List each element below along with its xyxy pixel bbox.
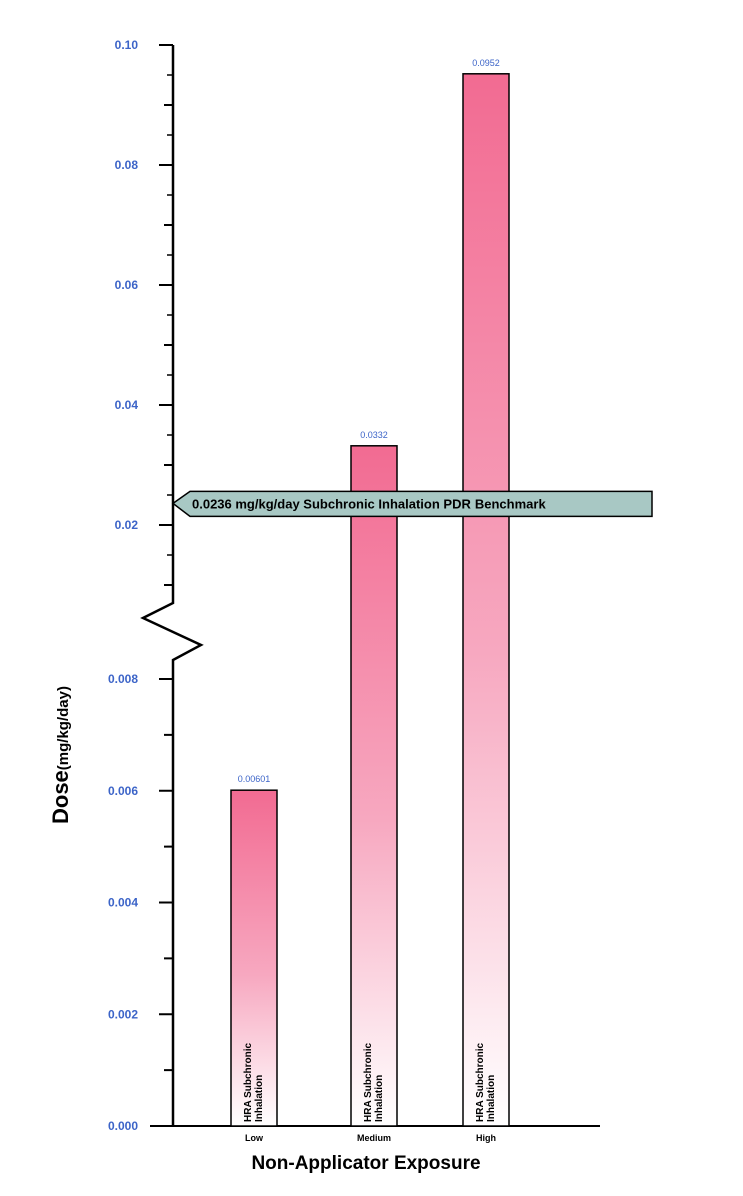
y-tick-label: 0.10 — [115, 38, 139, 52]
y-axis-title-main: Dose — [48, 770, 73, 824]
y-tick-label: 0.02 — [115, 518, 139, 532]
category-label: Medium — [357, 1133, 391, 1143]
bar-group: 0.0952 HRA SubchronicInhalation — [462, 58, 510, 1127]
category-label: High — [476, 1133, 496, 1143]
bar-group: 0.00601 HRA SubchronicInhalation — [230, 774, 278, 1127]
bar-value-label: 0.0332 — [360, 430, 388, 440]
y-tick-label: 0.08 — [115, 158, 139, 172]
category-labels: Low Medium High — [245, 1133, 496, 1143]
benchmark-label-main: 0.0236 mg/kg/day Subchronic Inhalation P… — [192, 496, 471, 511]
y-tick-label: 0.002 — [108, 1007, 138, 1021]
x-axis-title: Non-Applicator Exposure — [251, 1153, 480, 1174]
y-axis-title: Dose(mg/kg/day) — [48, 686, 73, 824]
bar-value-label: 0.00601 — [238, 774, 271, 784]
y-axis-title-unit: (mg/kg/day) — [55, 686, 72, 770]
benchmark-label-tail: Benchmark — [475, 496, 547, 511]
category-label: Low — [245, 1133, 264, 1143]
y-tick-label: 0.04 — [115, 398, 139, 412]
y-tick-label: 0.006 — [108, 784, 138, 798]
bar-text: HRA SubchronicInhalation — [363, 1042, 385, 1122]
bar — [462, 73, 510, 1127]
y-tick-label: 0.004 — [108, 896, 138, 910]
bars: 0.00601 HRA SubchronicInhalation 0.0332 HRA… — [230, 58, 510, 1127]
y-tick-label: 0.000 — [108, 1119, 138, 1133]
benchmark-arrow-shape — [171, 490, 653, 518]
y-axis-tick-labels: 0.000 0.002 0.004 0.006 0.008 0.02 0.04 0.06 0.0… — [108, 38, 138, 1133]
bar-group: 0.0332 HRA SubchronicInhalation — [350, 430, 398, 1127]
bar — [350, 445, 398, 1127]
bar — [230, 789, 278, 1127]
y-axis-line — [140, 45, 204, 1126]
bar-text: HRA SubchronicInhalation — [475, 1042, 497, 1122]
benchmark-label: 0.0236 mg/kg/day Subchronic Inhalation P… — [192, 496, 546, 511]
y-tick-label: 0.008 — [108, 672, 138, 686]
y-tick-label: 0.06 — [115, 278, 139, 292]
bar-value-label: 0.0952 — [472, 58, 500, 68]
bar-text: HRA SubchronicInhalation — [243, 1042, 265, 1122]
y-axis-ticks — [159, 44, 173, 1127]
benchmark-arrow: 0.0236 mg/kg/day Subchronic Inhalation P… — [171, 490, 653, 518]
